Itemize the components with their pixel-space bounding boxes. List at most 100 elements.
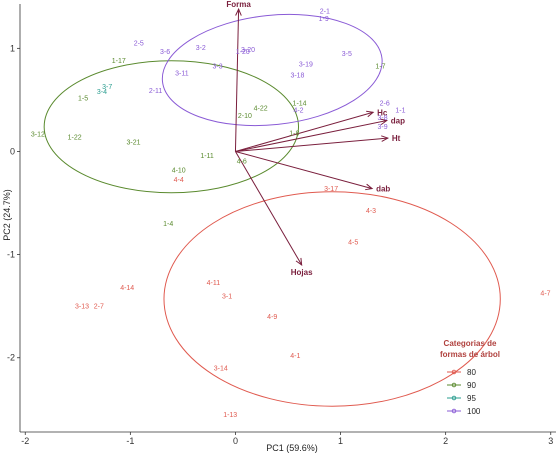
x-tick-label: 0	[233, 436, 238, 446]
legend-key-marker	[451, 382, 457, 388]
legend-entry-label: 90	[467, 381, 476, 390]
point-label: 4-5	[348, 240, 358, 247]
point-label: 3-9	[378, 124, 388, 131]
ellipse-group-80	[163, 191, 501, 407]
vector-label-dab: dab	[376, 185, 390, 194]
vector-dab	[235, 150, 373, 190]
point-label: 1-5	[78, 95, 88, 102]
vector-hojas	[235, 151, 303, 266]
x-tick-label: -1	[126, 436, 134, 446]
point-label: 4-7	[540, 290, 550, 297]
point-label: 3-14	[214, 366, 228, 373]
ellipse-group-90	[43, 60, 300, 194]
x-tick-label: -2	[21, 436, 29, 446]
point-label: 1-20	[236, 49, 250, 56]
y-axis-ticks: -2 -1 0 1	[7, 43, 20, 363]
legend-items: 80 90 95 100	[447, 368, 481, 416]
x-tick-label: 1	[338, 436, 343, 446]
point-label: 1-11	[200, 153, 214, 160]
legend-entry-label: 80	[467, 368, 476, 377]
point-label: 3-19	[299, 61, 313, 68]
point-label: 2-10	[238, 113, 252, 120]
point-label: 1-22	[68, 135, 82, 142]
vector-dap-arrowhead	[379, 118, 388, 126]
point-label: 2-6	[380, 101, 390, 108]
vector-ht	[235, 137, 388, 152]
point-label: 3-18	[290, 73, 304, 80]
point-label: 3-8	[378, 115, 388, 122]
point-label: 3-5	[342, 51, 352, 58]
y-tick-label: 1	[10, 43, 15, 53]
point-label: 1-17	[112, 58, 126, 65]
point-label: 1-8	[289, 130, 299, 137]
y-tick-label: -2	[7, 353, 15, 363]
legend: Categorias de formas de árbol 80 90 95 100	[440, 339, 500, 416]
point-label: 4-4	[174, 177, 184, 184]
point-label: 3-6	[160, 49, 170, 56]
point-label: 3-2	[196, 45, 206, 52]
point-label: 3-13	[75, 304, 89, 311]
point-label: 4-22	[254, 106, 268, 113]
point-label: 1-9	[319, 16, 329, 23]
legend-key-marker	[451, 395, 457, 401]
vector-label-dap: dap	[391, 117, 405, 126]
point-label: 4-11	[207, 280, 221, 287]
point-label: 2-1	[320, 9, 330, 16]
vector-label-forma: Forma	[226, 0, 251, 9]
point-label: 3-17	[324, 186, 338, 193]
point-label: 2-11	[149, 88, 163, 95]
confidence-ellipses	[43, 13, 501, 407]
x-axis-title: PC1 (59.6%)	[266, 443, 318, 453]
y-tick-label: 0	[10, 146, 15, 156]
point-label: 1-4	[163, 221, 173, 228]
legend-key-marker	[451, 369, 457, 375]
point-label: 2-7	[94, 304, 104, 311]
vector-hojas-arrowhead	[295, 257, 303, 266]
ellipse-group-100	[161, 13, 383, 127]
point-label: 4-9	[267, 314, 277, 321]
x-tick-label: 2	[443, 436, 448, 446]
point-label: 1-7	[375, 63, 385, 70]
x-tick-label: 3	[548, 436, 553, 446]
vector-forma	[234, 9, 240, 152]
vector-dap	[235, 120, 387, 152]
vector-ht-arrowhead	[381, 135, 390, 142]
point-label: 4-14	[120, 285, 134, 292]
point-label: 4-2	[293, 108, 303, 115]
point-label: 3-21	[126, 140, 140, 147]
y-axis-title: PC2 (24.7%)	[2, 189, 12, 241]
point-label: 1-1	[395, 108, 405, 115]
point-label: 3-3	[213, 63, 223, 70]
point-label: 4-10	[172, 168, 186, 175]
point-label: 3-12	[31, 131, 45, 138]
vector-hc	[235, 111, 374, 152]
point-label: 1-13	[223, 412, 237, 419]
point-label: 2-5	[134, 41, 144, 48]
point-label: 3-20	[241, 47, 255, 54]
legend-key-marker	[451, 408, 457, 414]
vector-label-hojas: Hojas	[291, 268, 313, 277]
legend-entry-label: 95	[467, 394, 476, 403]
point-label: 3-4	[97, 89, 107, 96]
point-label: 4-1	[290, 353, 300, 360]
vector-label-hc: Hc	[377, 108, 388, 117]
legend-entry-label: 100	[467, 407, 481, 416]
vector-dab-arrowhead	[365, 183, 374, 191]
vector-label-ht: Ht	[392, 134, 401, 143]
point-label: 3-7	[102, 84, 112, 91]
legend-title-line2: formas de árbol	[440, 350, 500, 359]
point-label: 3-11	[175, 71, 189, 78]
point-label: 4-3	[366, 208, 376, 215]
x-axis-ticks: -2 -1 0 1 2 3	[21, 432, 553, 446]
vector-hc-arrowhead	[366, 110, 375, 118]
legend-title-line1: Categorias de	[444, 339, 497, 348]
vector-forma-arrowhead	[235, 7, 242, 16]
y-tick-label: -1	[7, 250, 15, 260]
observation-points: 3-17 4-3 4-5 4-4 4-14 4-113-1 3-13 2-7 4-9 4-1 3-1…	[31, 9, 551, 419]
point-label: 3-1	[222, 293, 232, 300]
point-label: 4-6	[237, 158, 247, 165]
point-label: 1-14	[293, 101, 307, 108]
